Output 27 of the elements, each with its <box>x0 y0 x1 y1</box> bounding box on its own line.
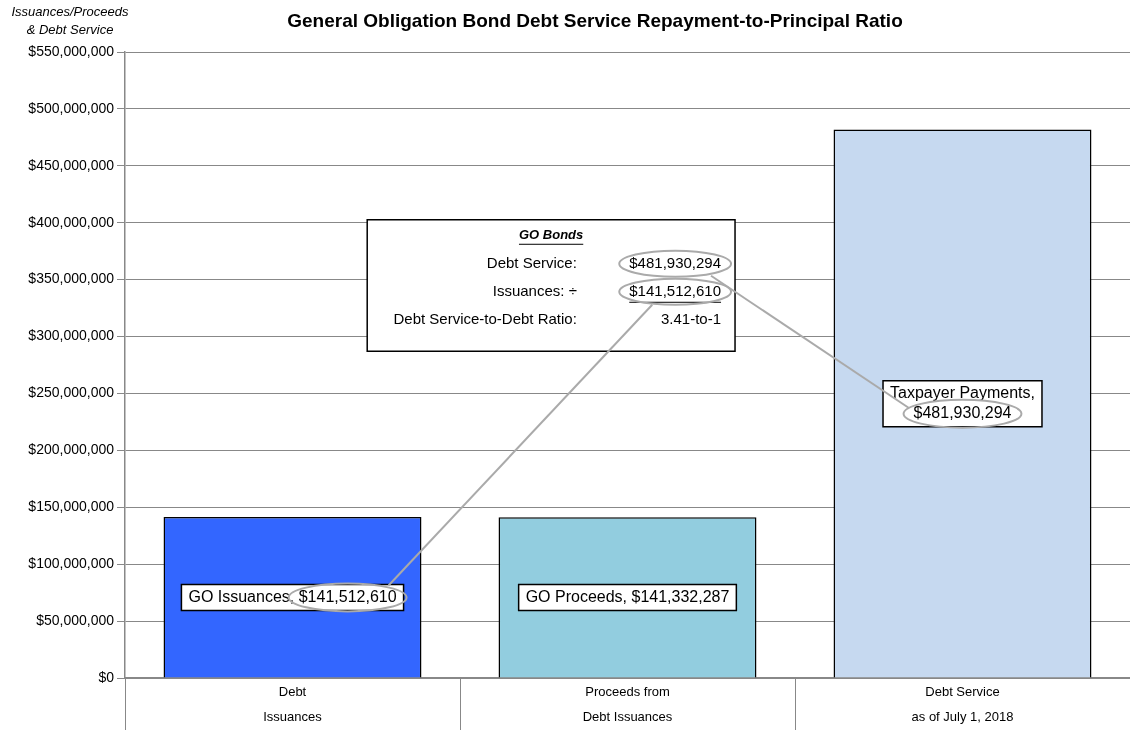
y-tick-label: $50,000,000 <box>36 611 115 628</box>
y-tick-label: $200,000,000 <box>28 441 115 458</box>
x-tick-label: Debt Issuances <box>263 683 323 724</box>
y-tick-label: $250,000,000 <box>28 384 115 401</box>
x-tick-label: Proceeds from Debt Issuances <box>582 683 673 724</box>
x-tick-label: Debt Service as of July 1, 2018 <box>911 683 1014 724</box>
data-label: GO Proceeds, $141,332,287 <box>525 587 730 605</box>
y-tick-label: $300,000,000 <box>28 327 115 344</box>
annotation: Debt Service-to-Debt Ratio: <box>393 309 577 327</box>
y-axis-title: Issuances/Proceeds & Debt Service <box>11 3 130 37</box>
annotation: $481,930,294 <box>629 253 722 271</box>
annotation: Debt Service: <box>486 253 577 271</box>
y-tick-label: $400,000,000 <box>28 213 115 230</box>
y-tick-label: $100,000,000 <box>28 555 115 572</box>
annotation: GO Bonds <box>518 227 584 243</box>
y-tick-label: $0 <box>98 668 115 685</box>
y-tick-label: $550,000,000 <box>28 42 115 59</box>
annotation: 3.41-to-1 <box>660 309 722 327</box>
y-tick-label: $450,000,000 <box>28 156 115 173</box>
y-tick-label: $150,000,000 <box>28 498 115 515</box>
y-tick-label: $350,000,000 <box>28 270 115 287</box>
data-label: Taxpayer Payments, $481,930,294 <box>890 384 1035 422</box>
chart-title: General Obligation Bond Debt Service Repayment-to-Principal Ratio <box>287 10 903 32</box>
annotation: $141,512,610 <box>629 281 722 299</box>
data-label: GO Issuances, $141,512,610 <box>188 587 397 605</box>
y-tick-label: $500,000,000 <box>28 99 115 116</box>
annotation: Issuances: ÷ <box>492 281 577 299</box>
